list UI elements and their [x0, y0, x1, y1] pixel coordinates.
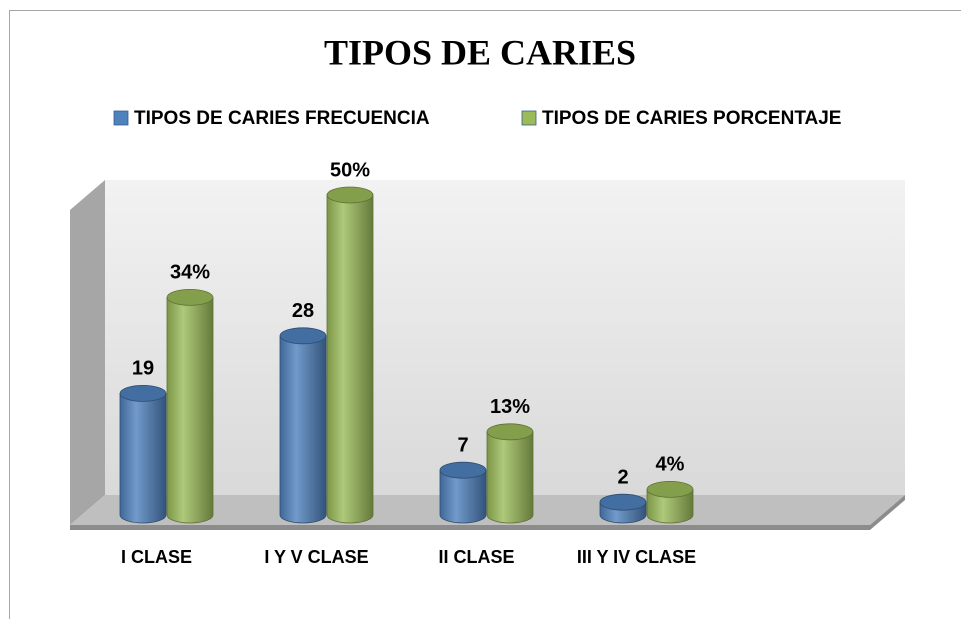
bar-top — [599, 493, 647, 511]
legend-swatch — [113, 110, 129, 126]
x-tick-label: I CLASE — [120, 547, 192, 567]
legend-label: TIPOS DE CARIES FRECUENCIA — [134, 108, 430, 129]
data-label: 2 — [617, 466, 628, 488]
chart-border — [9, 10, 961, 619]
bar — [119, 393, 167, 524]
bar — [326, 194, 374, 524]
chart-title: TIPOS DE CARIES — [324, 32, 636, 72]
data-label: 4% — [656, 454, 685, 476]
bar — [279, 335, 327, 524]
data-label: 7 — [457, 434, 468, 456]
side-wall — [70, 180, 105, 525]
data-label: 34% — [170, 262, 210, 284]
bar-top — [119, 384, 167, 402]
x-tick-label: II CLASE — [438, 547, 515, 567]
bar-top — [646, 480, 694, 498]
bar — [439, 469, 487, 524]
bar-top — [279, 327, 327, 345]
floor-edge — [870, 495, 905, 530]
data-label: 28 — [292, 300, 314, 322]
x-tick-label: III Y IV CLASE — [576, 547, 697, 567]
bar — [166, 297, 214, 524]
x-tick-label: I Y V CLASE — [264, 547, 369, 567]
bar-top — [439, 461, 487, 479]
data-label: 19 — [132, 358, 154, 380]
legend-swatch — [521, 110, 537, 126]
bar — [486, 431, 534, 524]
bar-top — [486, 423, 534, 441]
data-label: 13% — [490, 396, 530, 418]
data-label: 50% — [330, 159, 370, 181]
bar — [646, 489, 694, 524]
bar-top — [326, 186, 374, 204]
floor-edge — [70, 525, 870, 530]
bar-top — [166, 288, 214, 306]
legend-label: TIPOS DE CARIES PORCENTAJE — [542, 108, 841, 129]
